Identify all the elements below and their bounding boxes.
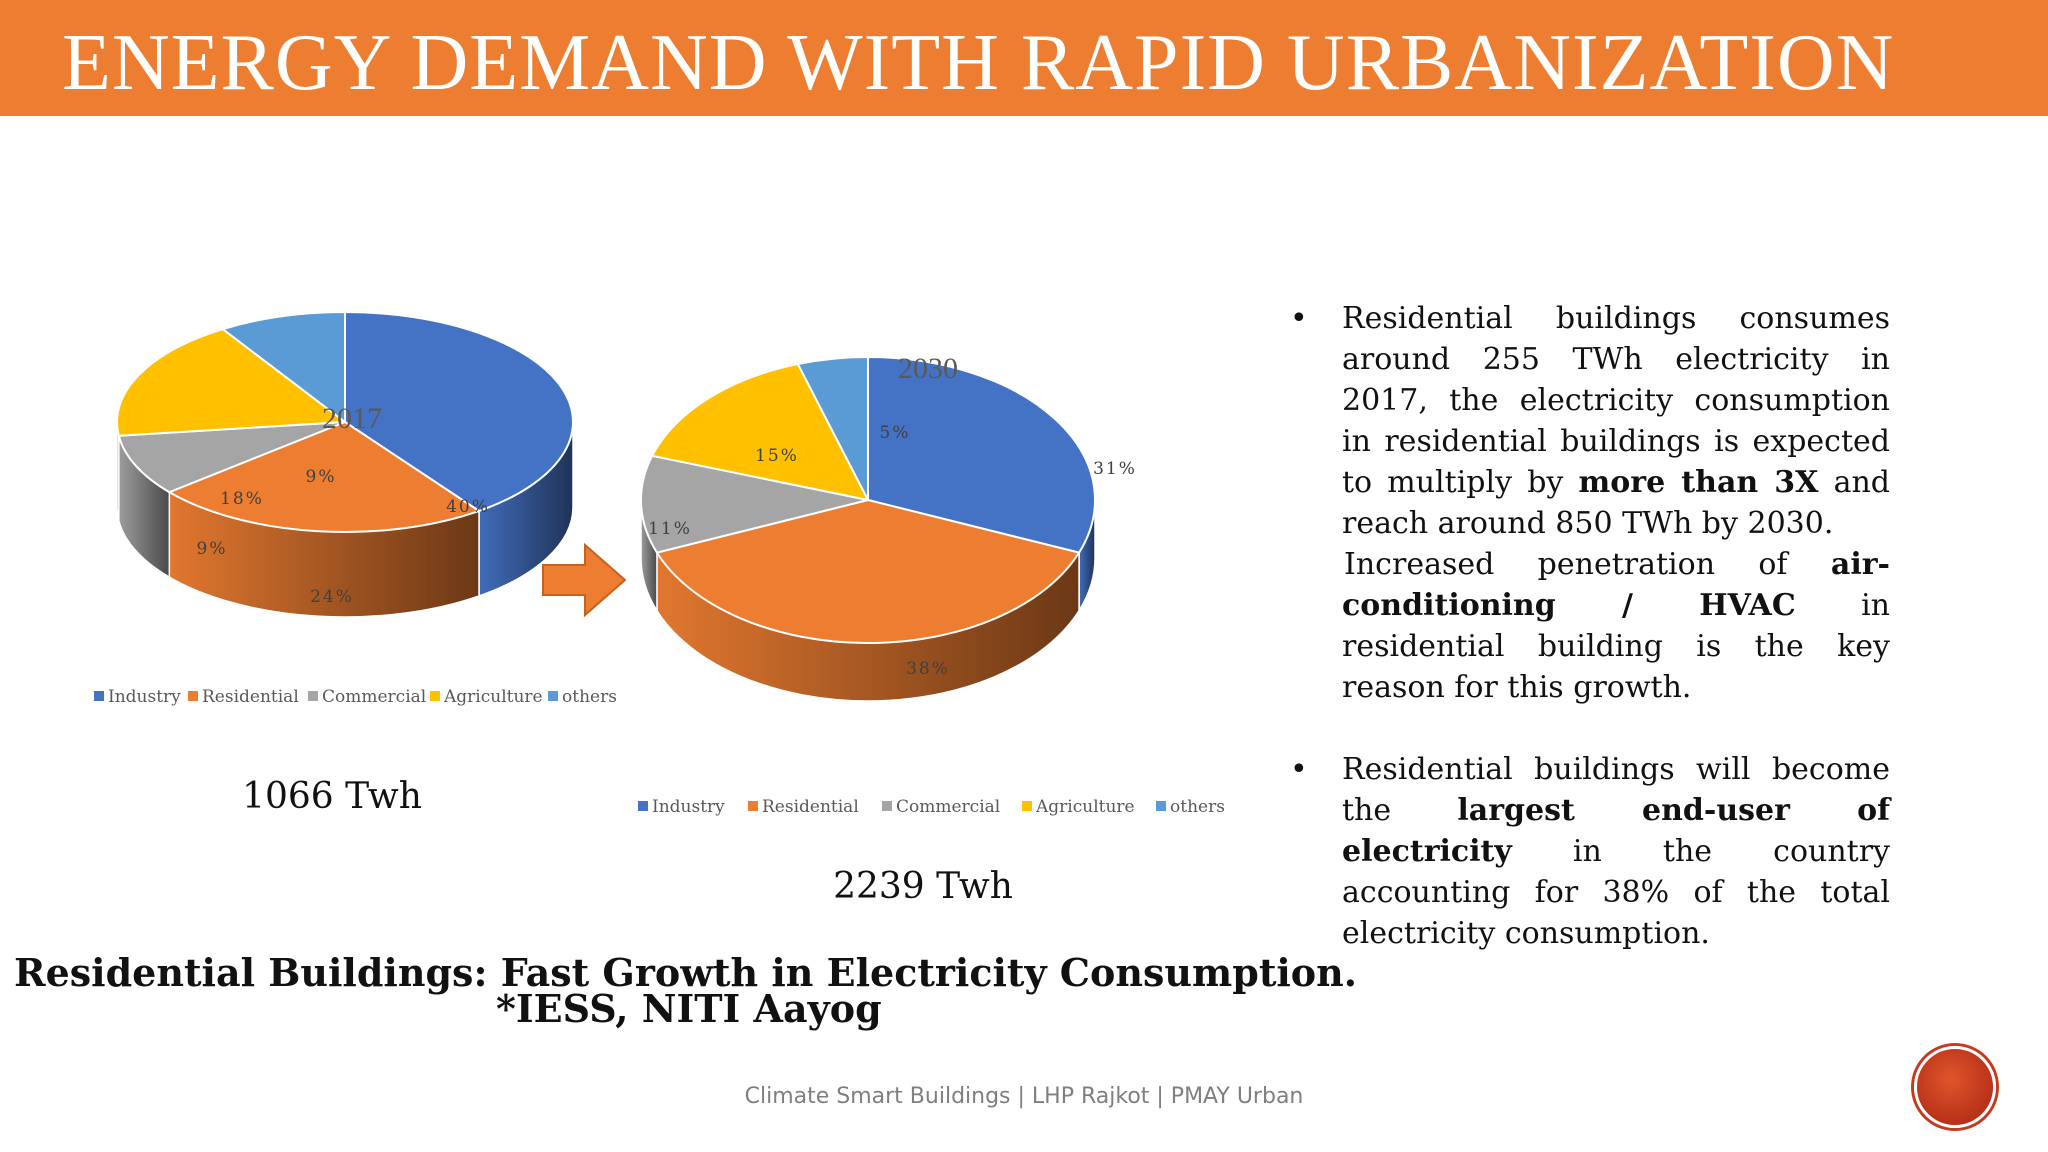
legend-swatch (1156, 801, 1166, 811)
legend-swatch (548, 691, 558, 701)
pie-slice-Agriculture (650, 362, 870, 502)
pie-slice-Agriculture (116, 328, 348, 437)
bullet-emphasis: more than 3X (1578, 465, 1819, 500)
bottom-source: *IESS, NITI Aayog (496, 986, 882, 1031)
bullet-text: Residential buildings consumes around 25… (1342, 301, 1890, 500)
data-label: 9% (197, 539, 228, 559)
pie-chart-2017: 40% 24% 9% 18% 9% 2017 Industry Residential Comm… (94, 310, 617, 817)
pie-slice-Residential (167, 420, 482, 533)
legend-swatch (638, 801, 648, 811)
bullet-text: in the country accounting for 38% of the… (1342, 834, 1890, 951)
bullet-item: • Residential buildings consumes around 2… (1290, 298, 1890, 708)
pie-slice-others (220, 310, 346, 425)
pie-slice-others (796, 355, 869, 501)
legend-label: Agriculture (1035, 797, 1135, 817)
legend-label: Commercial (896, 797, 1000, 817)
legend-label: others (1170, 797, 1225, 817)
legend-swatch (430, 691, 440, 701)
bullet-text: and reach around 850 TWh by 2030. (1342, 465, 1891, 541)
data-label: 5% (880, 423, 911, 443)
legend-swatch (94, 691, 104, 701)
footer-text: Climate Smart Buildings | LHP Rajkot | P… (744, 1084, 1304, 1109)
data-label: 38% (906, 659, 950, 679)
pie-chart-2030: 31% 38% 11% 15% 5% 2030 Industry Residential Com… (638, 352, 1225, 907)
legend-swatch (308, 691, 318, 701)
bullet-paragraph: Residential buildings will become the la… (1342, 749, 1890, 954)
legend-swatch (748, 801, 758, 811)
chart-title: 2030 (898, 352, 958, 385)
legend-swatch (882, 801, 892, 811)
bullet-dot: • (1290, 752, 1308, 787)
legend-swatch (188, 691, 198, 701)
chart-total-label: 2239 Twh (833, 866, 1013, 907)
data-label: 18% (220, 489, 264, 509)
data-label: 24% (310, 587, 354, 607)
bullet-emphasis: largest end-user of electricity (1342, 793, 1890, 869)
bullet-dot: • (1290, 301, 1308, 336)
logo-icon (1914, 1046, 1996, 1128)
legend-label: Industry (652, 797, 725, 817)
pie-slice-Industry (344, 310, 574, 513)
pie-slice-Commercial (640, 454, 869, 554)
arrow-right-icon (542, 542, 627, 618)
legend-label: Industry (108, 687, 181, 707)
bottom-title: Residential Buildings: Fast Growth in El… (14, 950, 1358, 995)
chart-title: 2017 (322, 402, 382, 435)
pie-slice-Commercial (117, 421, 346, 494)
data-label: 9% (306, 467, 337, 487)
data-label: 11% (648, 519, 692, 539)
bullet-text: in residential building is the key reaso… (1342, 588, 1890, 705)
data-label: 15% (755, 446, 799, 466)
pie-slice-Residential (655, 498, 1081, 645)
legend-label: Residential (762, 797, 859, 817)
legend-swatch (1022, 801, 1032, 811)
data-label: 40% (446, 497, 490, 517)
bullet-paragraph: Increased penetration of air-conditionin… (1342, 544, 1890, 708)
pie-slice-Industry (867, 355, 1096, 554)
legend-label: Commercial (322, 687, 426, 707)
title-banner: ENERGY DEMAND WITH RAPID URBANIZATION (0, 0, 2048, 116)
bullet-text: Residential buildings will become the (1342, 752, 1890, 828)
bullet-emphasis: air-conditioning / HVAC (1342, 547, 1890, 623)
bullet-paragraph: Residential buildings consumes around 25… (1342, 298, 1890, 544)
slide-title: ENERGY DEMAND WITH RAPID URBANIZATION (62, 19, 1895, 107)
bullet-list: • Residential buildings consumes around 2… (1290, 298, 1890, 954)
bullet-item: • Residential buildings will become the l… (1290, 749, 1890, 954)
data-label: 31% (1093, 459, 1137, 479)
chart-total-label: 1066 Twh (242, 776, 422, 817)
legend-label: Residential (202, 687, 299, 707)
legend-label: others (562, 687, 617, 707)
bullet-text: Increased penetration of (1344, 547, 1831, 582)
legend-label: Agriculture (443, 687, 543, 707)
